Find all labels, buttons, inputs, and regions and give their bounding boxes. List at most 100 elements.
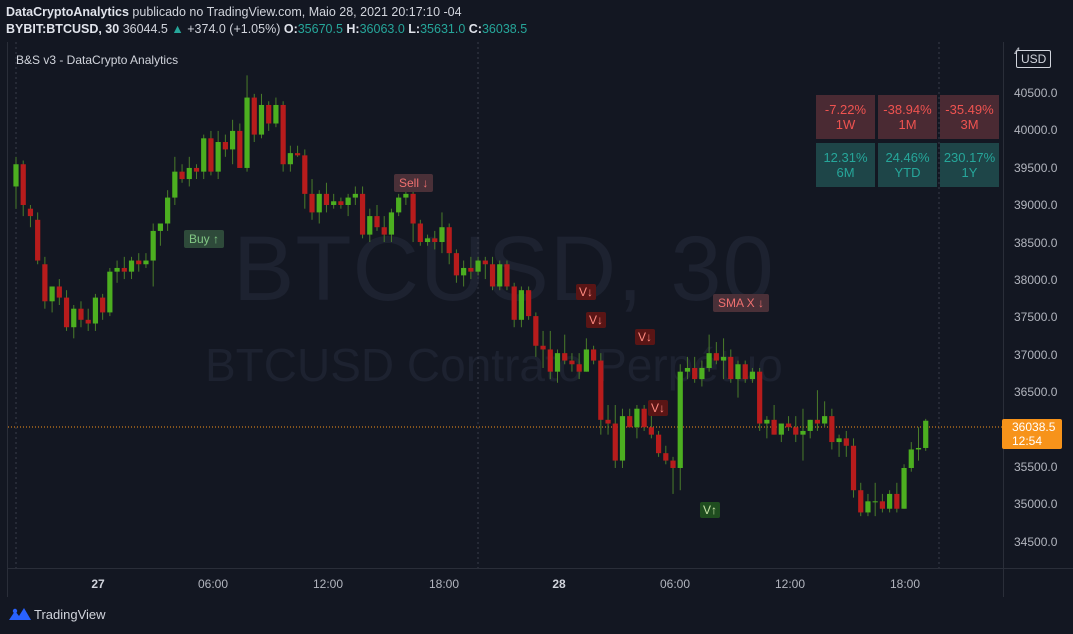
- candle-body[interactable]: [663, 453, 669, 461]
- candle-body[interactable]: [865, 501, 871, 513]
- candle-body[interactable]: [230, 130, 236, 150]
- candle-body[interactable]: [27, 208, 34, 217]
- candle-body[interactable]: [237, 130, 243, 168]
- candle-body[interactable]: [785, 423, 792, 428]
- candle-body[interactable]: [627, 416, 633, 428]
- candle-body[interactable]: [612, 423, 618, 461]
- candle-body[interactable]: [258, 104, 265, 135]
- candle-body[interactable]: [562, 353, 568, 361]
- candle-body[interactable]: [359, 193, 366, 235]
- candle-body[interactable]: [417, 223, 423, 243]
- candle-body[interactable]: [266, 104, 272, 124]
- candle-body[interactable]: [381, 227, 387, 235]
- candle-body[interactable]: [757, 371, 763, 424]
- candle-body[interactable]: [208, 138, 214, 172]
- candle-body[interactable]: [843, 438, 849, 446]
- candle-body[interactable]: [518, 290, 524, 320]
- candle-body[interactable]: [396, 197, 402, 213]
- candle-body[interactable]: [35, 219, 41, 261]
- symbol-label[interactable]: BYBIT:BTCUSD, 30: [6, 22, 120, 36]
- candle-body[interactable]: [121, 267, 127, 272]
- indicator-label[interactable]: B&S v3 - DataCrypto Analytics: [16, 53, 179, 67]
- candle-body[interactable]: [829, 416, 835, 443]
- candle-body[interactable]: [619, 416, 626, 461]
- candle-body[interactable]: [554, 353, 561, 372]
- candle-body[interactable]: [273, 104, 279, 124]
- candle-body[interactable]: [165, 197, 171, 224]
- candle-body[interactable]: [20, 164, 26, 205]
- candle-body[interactable]: [345, 197, 351, 205]
- candle-body[interactable]: [728, 356, 734, 380]
- candle-body[interactable]: [114, 267, 120, 272]
- candle-body[interactable]: [42, 264, 48, 302]
- candle-body[interactable]: [403, 193, 409, 198]
- candle-body[interactable]: [923, 420, 929, 448]
- plot-pane[interactable]: BTCUSD, 30 BTCUSD Contrato Perpétuo B&S …: [8, 42, 1003, 568]
- candlestick-series[interactable]: [8, 42, 1003, 568]
- candle-body[interactable]: [879, 501, 885, 509]
- candle-body[interactable]: [107, 271, 113, 313]
- candle-body[interactable]: [894, 493, 900, 509]
- candle-body[interactable]: [605, 419, 611, 424]
- candle-body[interactable]: [836, 438, 842, 443]
- candle-body[interactable]: [915, 447, 922, 450]
- candle-body[interactable]: [56, 286, 62, 298]
- candle-body[interactable]: [172, 171, 178, 198]
- candle-body[interactable]: [331, 201, 337, 205]
- candle-body[interactable]: [309, 193, 315, 213]
- currency-button[interactable]: USD: [1016, 50, 1052, 68]
- candle-body[interactable]: [901, 467, 907, 509]
- candle-body[interactable]: [439, 227, 445, 243]
- candle-body[interactable]: [352, 193, 358, 198]
- candle-body[interactable]: [677, 371, 683, 468]
- candle-body[interactable]: [367, 216, 373, 235]
- candle-body[interactable]: [201, 138, 207, 172]
- candle-body[interactable]: [511, 286, 517, 320]
- candle-body[interactable]: [742, 364, 748, 380]
- candle-body[interactable]: [316, 193, 322, 213]
- candle-body[interactable]: [497, 264, 503, 287]
- candle-body[interactable]: [251, 97, 257, 135]
- candle-body[interactable]: [887, 493, 893, 509]
- candle-body[interactable]: [13, 164, 19, 187]
- candle-body[interactable]: [684, 367, 691, 372]
- candle-body[interactable]: [482, 260, 488, 265]
- candle-body[interactable]: [749, 371, 756, 380]
- candle-body[interactable]: [388, 212, 395, 235]
- candle-body[interactable]: [735, 364, 741, 380]
- candle-body[interactable]: [908, 449, 914, 468]
- candle-body[interactable]: [100, 297, 106, 313]
- candle-body[interactable]: [453, 253, 460, 276]
- author-name[interactable]: DataCryptoAnalytics: [6, 5, 129, 19]
- candle-body[interactable]: [713, 353, 719, 361]
- candle-body[interactable]: [63, 297, 70, 328]
- candle-body[interactable]: [526, 290, 532, 317]
- tradingview-logo-icon[interactable]: [8, 605, 32, 623]
- candle-body[interactable]: [793, 427, 799, 435]
- tradingview-brand[interactable]: TradingView: [34, 607, 106, 622]
- candle-body[interactable]: [287, 153, 293, 165]
- candle-body[interactable]: [547, 349, 553, 372]
- candle-body[interactable]: [800, 430, 806, 435]
- candle-body[interactable]: [540, 345, 546, 350]
- candle-body[interactable]: [128, 260, 135, 272]
- candle-body[interactable]: [280, 104, 286, 165]
- candle-body[interactable]: [424, 238, 431, 243]
- candle-body[interactable]: [446, 227, 452, 254]
- candle-body[interactable]: [692, 367, 698, 380]
- candle-body[interactable]: [489, 264, 496, 287]
- candle-body[interactable]: [699, 367, 705, 380]
- candle-body[interactable]: [136, 260, 142, 265]
- candle-body[interactable]: [720, 356, 727, 361]
- candle-body[interactable]: [143, 260, 149, 265]
- candle-body[interactable]: [193, 167, 200, 172]
- candle-body[interactable]: [533, 316, 539, 346]
- chart-area[interactable]: BTCUSD, 30 BTCUSD Contrato Perpétuo B&S …: [7, 42, 1073, 597]
- candle-body[interactable]: [410, 193, 416, 224]
- candle-body[interactable]: [78, 308, 84, 320]
- candle-body[interactable]: [302, 155, 308, 194]
- candle-body[interactable]: [706, 353, 712, 368]
- candle-body[interactable]: [49, 286, 55, 302]
- candle-body[interactable]: [670, 460, 676, 468]
- candle-body[interactable]: [244, 97, 250, 168]
